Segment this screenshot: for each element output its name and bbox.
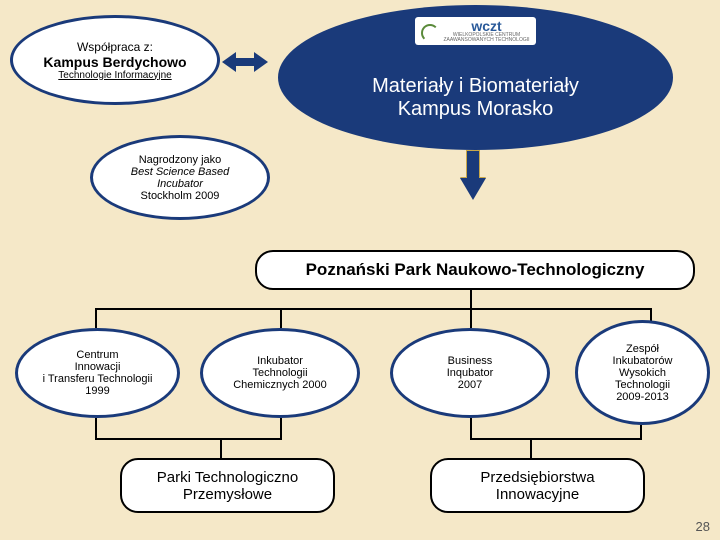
dept-ellipse-1: Centrum Innowacji i Transferu Technologi… xyxy=(15,328,180,418)
e3-l3: 2007 xyxy=(458,379,482,391)
coop-line3: Technologie Informacyjne xyxy=(58,70,171,81)
dept-ellipse-4: Zespół Inkubatorów Wysokich Technologii … xyxy=(575,320,710,425)
dept-ellipse-3: Business Inqubator 2007 xyxy=(390,328,550,418)
connector xyxy=(470,438,642,440)
park-text: Poznański Park Naukowo-Technologiczny xyxy=(261,260,689,280)
award-l4: Stockholm 2009 xyxy=(141,190,220,202)
connector xyxy=(470,290,472,308)
connector xyxy=(470,308,472,328)
e1-l1: Centrum xyxy=(76,349,118,361)
r1-l2: Przemysłowe xyxy=(126,486,329,503)
e4-l2: Inkubatorów xyxy=(613,355,673,367)
award-ellipse: Nagrodzony jako Best Science Based Incub… xyxy=(90,135,270,220)
e2-l1: Inkubator xyxy=(257,355,303,367)
coop-line2: Kampus Berdychowo xyxy=(43,54,186,70)
wczt-swirl-icon xyxy=(421,22,439,40)
materials-line1: Materiały i Biomateriały xyxy=(372,75,579,98)
coop-line1: Współpraca z: xyxy=(77,40,153,54)
e1-l3: i Transferu Technologii xyxy=(43,373,153,385)
output-rect-1: Parki Technologiczno Przemysłowe xyxy=(120,458,335,513)
connector xyxy=(95,308,97,328)
award-l2: Best Science Based xyxy=(131,166,229,178)
award-l3: Incubator xyxy=(157,178,203,190)
slide-number: 28 xyxy=(696,519,710,534)
connector xyxy=(95,308,652,310)
connector xyxy=(280,418,282,438)
connector xyxy=(470,418,472,438)
arrow-down-icon xyxy=(460,150,486,200)
e2-l3: Chemicznych 2000 xyxy=(233,379,327,391)
park-rect: Poznański Park Naukowo-Technologiczny xyxy=(255,250,695,290)
award-l1: Nagrodzony jako xyxy=(139,154,222,166)
logo-name: wczt xyxy=(443,19,529,33)
double-arrow-icon xyxy=(222,52,268,72)
connector xyxy=(530,438,532,458)
connector xyxy=(95,418,97,438)
materials-ellipse: wczt WIELKOPOLSKIE CENTRUM ZAAWANSOWANYC… xyxy=(278,5,673,150)
e4-l1: Zespół xyxy=(626,343,659,355)
connector xyxy=(95,438,282,440)
connector xyxy=(640,425,642,438)
r1-l1: Parki Technologiczno xyxy=(126,469,329,486)
e4-l5: 2009-2013 xyxy=(616,391,669,403)
logo-sub: WIELKOPOLSKIE CENTRUM ZAAWANSOWANYCH TEC… xyxy=(443,33,529,43)
e1-l2: Innowacji xyxy=(75,361,121,373)
e2-l2: Technologii xyxy=(252,367,307,379)
r2-l2: Innowacyjne xyxy=(436,486,639,503)
materials-line2: Kampus Morasko xyxy=(398,98,554,121)
e3-l1: Business xyxy=(448,355,493,367)
r2-l1: Przedsiębiorstwa xyxy=(436,469,639,486)
e3-l2: Inqubator xyxy=(447,367,493,379)
wczt-logo: wczt WIELKOPOLSKIE CENTRUM ZAAWANSOWANYC… xyxy=(415,17,535,45)
e4-l4: Technologii xyxy=(615,379,670,391)
e4-l3: Wysokich xyxy=(619,367,666,379)
dept-ellipse-2: Inkubator Technologii Chemicznych 2000 xyxy=(200,328,360,418)
e1-l4: 1999 xyxy=(85,385,109,397)
output-rect-2: Przedsiębiorstwa Innowacyjne xyxy=(430,458,645,513)
connector xyxy=(220,438,222,458)
cooperation-ellipse: Współpraca z: Kampus Berdychowo Technolo… xyxy=(10,15,220,105)
connector xyxy=(280,308,282,328)
